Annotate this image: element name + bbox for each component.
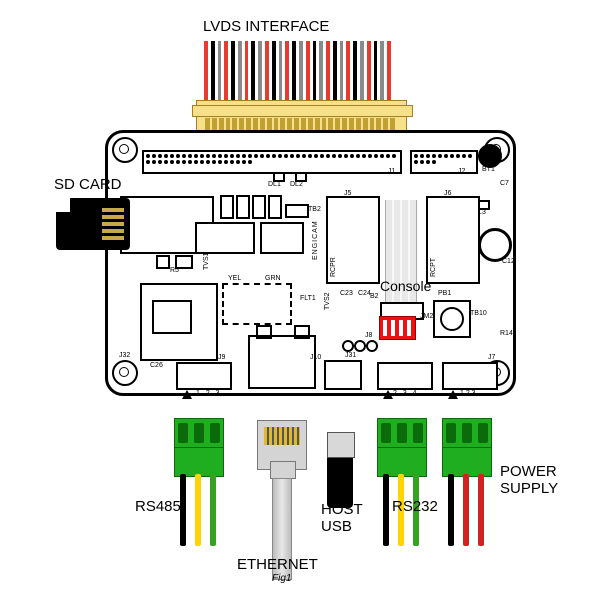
silk-r5: R5 xyxy=(170,267,179,274)
silk-dl2: DL2 xyxy=(290,181,303,188)
silk-yel: YEL xyxy=(228,275,241,282)
sd-card xyxy=(56,198,130,250)
silk-j7: J7 xyxy=(488,354,495,361)
chip xyxy=(252,195,266,219)
edge-rs232 xyxy=(377,362,433,390)
silk-tvs2: TVS2 xyxy=(324,292,331,310)
edge-j9 xyxy=(176,362,232,390)
silk-j1: J1 xyxy=(388,168,395,175)
silk-pb1: PB1 xyxy=(438,290,451,297)
silk-dl1: DL1 xyxy=(268,181,281,188)
lvds-pins xyxy=(205,118,395,130)
lvds-cable xyxy=(204,41,394,101)
ic xyxy=(195,222,255,254)
buzzer xyxy=(478,144,502,168)
silk-j9-nums: 1 2 3 xyxy=(196,390,222,397)
lvds-label: LVDS INTERFACE xyxy=(203,18,329,35)
silk-c24: C24 xyxy=(358,290,371,297)
rs485-label: RS485 xyxy=(135,498,181,515)
sd-label: SD CARD xyxy=(54,176,122,193)
silk-jm2: JM2 xyxy=(420,313,433,320)
silk-j2: J2 xyxy=(458,168,465,175)
pin1-marker xyxy=(182,390,192,399)
chip xyxy=(236,195,250,219)
chip xyxy=(285,204,309,218)
silk-bt1: BT1 xyxy=(482,166,495,173)
usb-plug xyxy=(327,432,353,502)
silk-tb10: TB10 xyxy=(470,310,487,317)
silk-bz: B2 xyxy=(370,293,379,300)
edge-j7 xyxy=(442,362,498,390)
header-j1 xyxy=(142,150,402,174)
mount-hole xyxy=(112,137,138,163)
chip xyxy=(268,195,282,219)
silk-c26: C26 xyxy=(150,362,163,369)
silk-rcpr: RCPR xyxy=(330,257,337,277)
silk-j9: J9 xyxy=(218,354,225,361)
terminal-rs232 xyxy=(377,418,427,477)
silk-rcpt: RCPT xyxy=(430,258,437,277)
rs232-label: RS232 xyxy=(392,498,438,515)
ethernet-plug xyxy=(257,420,305,500)
silk-j10: J10 xyxy=(310,354,321,361)
silk-c12: C12 xyxy=(502,258,515,265)
pin1-marker xyxy=(448,390,458,399)
sim-outline xyxy=(152,300,192,334)
silk-r14: R14 xyxy=(500,330,513,337)
chip xyxy=(156,255,170,269)
pushbutton-cap xyxy=(440,307,464,331)
power-label: POWER SUPPLY xyxy=(500,464,558,497)
silk-j31: J31 xyxy=(345,352,356,359)
jumper-jm2 xyxy=(379,316,416,340)
capacitor xyxy=(478,228,512,262)
pin xyxy=(342,340,354,352)
pin xyxy=(366,340,378,352)
silk-j6: J6 xyxy=(444,190,451,197)
brand-engicam: ENGICAM xyxy=(312,220,319,260)
silk-j8: J8 xyxy=(365,332,372,339)
silk-tvs1: TVS1 xyxy=(203,252,210,270)
board-diagram: { "figure": { "caption": "Fig1", "labels… xyxy=(0,0,600,600)
eth-label: ETHERNET xyxy=(237,556,318,573)
silk-j5: J5 xyxy=(344,190,351,197)
magnetics xyxy=(222,283,292,325)
rj45-housing xyxy=(248,335,316,389)
silk-tb2: TB2 xyxy=(308,206,321,213)
pin1-marker xyxy=(383,390,393,399)
usb-label: HOST USB xyxy=(321,502,363,535)
silk-j32: J32 xyxy=(119,352,130,359)
console-label: Console xyxy=(380,278,431,294)
pin xyxy=(354,340,366,352)
mount-hole xyxy=(112,360,138,386)
ic xyxy=(260,222,304,254)
silk-grn: GRN xyxy=(265,275,281,282)
usb-header xyxy=(324,360,362,390)
silk-j7-nums: 1 2 3 xyxy=(460,390,476,397)
terminal-power xyxy=(442,418,492,477)
figure-caption: Fig1 xyxy=(272,573,291,584)
silk-c23: C23 xyxy=(340,290,353,297)
header-j2 xyxy=(410,150,478,174)
silk-flt1: FLT1 xyxy=(300,295,316,302)
silk-c7: C7 xyxy=(500,180,509,187)
chip xyxy=(220,195,234,219)
terminal-rs485 xyxy=(174,418,224,477)
silk-rs232-nums: 2 3 4 xyxy=(393,390,419,397)
